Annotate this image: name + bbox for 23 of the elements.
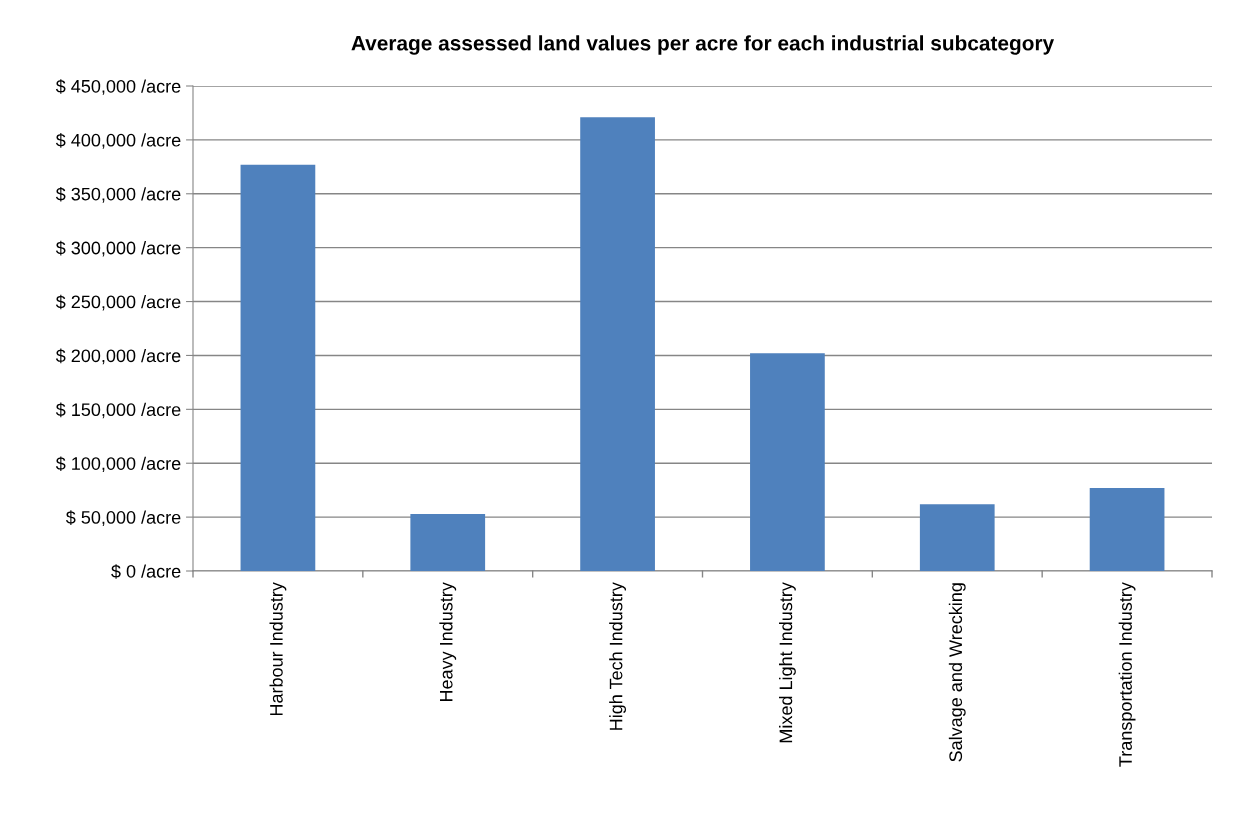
bar — [750, 353, 825, 571]
bar — [919, 504, 995, 571]
y-tick-label: $ 400,000 /acre — [55, 133, 181, 149]
y-tick-label: $ 100,000 /acre — [55, 456, 181, 473]
bar — [580, 117, 655, 571]
y-tick-label: $ 450,000 /acre — [55, 79, 181, 95]
bar — [240, 164, 316, 571]
y-tick-label: $ 350,000 /acre — [55, 186, 181, 203]
x-tick-label: Mixed Light Industry — [779, 582, 796, 743]
y-tick-label: $ 50,000 /acre — [65, 510, 181, 526]
y-tick-label: $ 250,000 /acre — [55, 294, 181, 311]
y-tick-label: $ 0 /acre — [111, 564, 181, 579]
y-tick-label: $ 150,000 /acre — [55, 402, 181, 419]
x-tick-label: Salvage and Wrecking — [948, 583, 966, 762]
x-tick-label: Heavy Industry — [439, 582, 457, 702]
bar — [410, 513, 486, 571]
x-tick-label: Harbour Industry — [269, 582, 287, 716]
bar — [1089, 488, 1165, 571]
chart-title: Average assessed land values per acre for each industrial subcategory — [351, 35, 1055, 55]
y-tick-label: $ 300,000 /acre — [55, 240, 181, 257]
y-tick-label: $ 200,000 /acre — [55, 348, 181, 365]
x-tick-label: High Tech Industry — [609, 582, 626, 730]
x-tick-label: Transportation Industry — [1118, 582, 1136, 767]
